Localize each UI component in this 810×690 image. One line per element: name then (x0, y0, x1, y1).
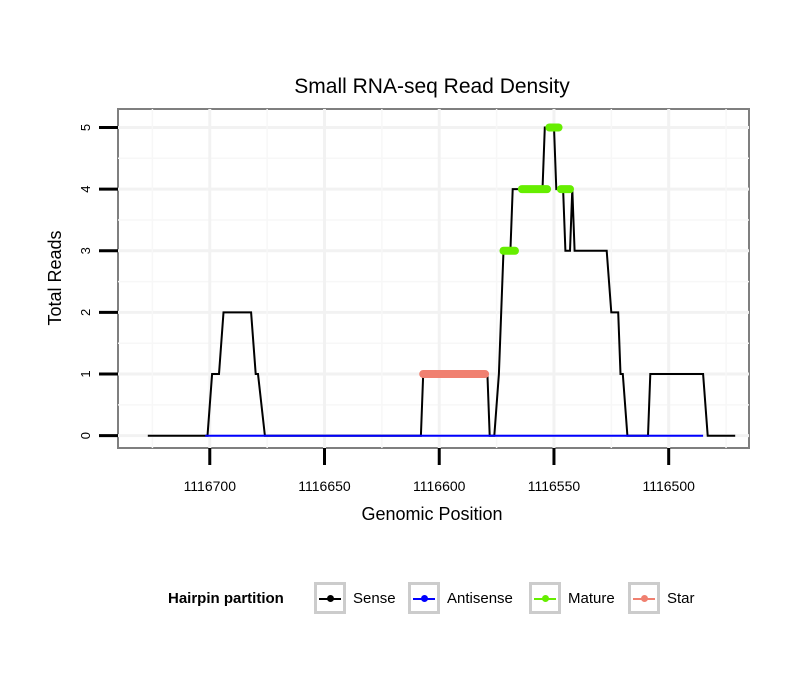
x-tick-label: 1116650 (298, 478, 351, 494)
legend-item-star: Star (628, 580, 695, 616)
y-axis-label: Total Reads (45, 230, 65, 325)
x-axis-label: Genomic Position (361, 504, 502, 524)
grid-lines (118, 109, 749, 448)
legend-label-star: Star (667, 589, 695, 607)
x-tick-label: 1116550 (528, 478, 581, 494)
legend: Hairpin partition Sense Antisense Mature… (0, 578, 810, 618)
chart-title: Small RNA-seq Read Density (294, 75, 570, 98)
legend-item-antisense: Antisense (408, 580, 513, 616)
series-layer (147, 123, 736, 437)
x-tick-label: 1116500 (642, 478, 695, 494)
x-axis: 1116700 1116650 1116600 1116550 1116500 (184, 448, 695, 494)
y-tick-label: 4 (78, 186, 93, 193)
series-sense-line (147, 126, 736, 437)
y-tick-label: 3 (78, 247, 93, 254)
y-tick-label: 5 (78, 124, 93, 131)
y-tick-label: 2 (78, 309, 93, 316)
legend-item-mature: Mature (529, 580, 615, 616)
legend-key-star (628, 582, 660, 614)
plot-panel (117, 108, 750, 449)
legend-label-sense: Sense (353, 589, 396, 607)
legend-title: Hairpin partition (168, 590, 284, 607)
y-axis: 0 1 2 3 4 5 (78, 124, 118, 439)
legend-key-mature (529, 582, 561, 614)
chart-canvas: Small RNA-seq Read Density 0 1 2 3 4 5 111670… (45, 75, 750, 524)
legend-key-sense (314, 582, 346, 614)
legend-item-sense: Sense (314, 580, 396, 616)
y-tick-label: 1 (78, 370, 93, 377)
legend-label-mature: Mature (568, 589, 615, 607)
y-tick-label: 0 (78, 432, 93, 439)
x-tick-label: 1116700 (184, 478, 237, 494)
legend-key-antisense (408, 582, 440, 614)
legend-label-antisense: Antisense (447, 589, 513, 607)
x-tick-label: 1116600 (413, 478, 466, 494)
